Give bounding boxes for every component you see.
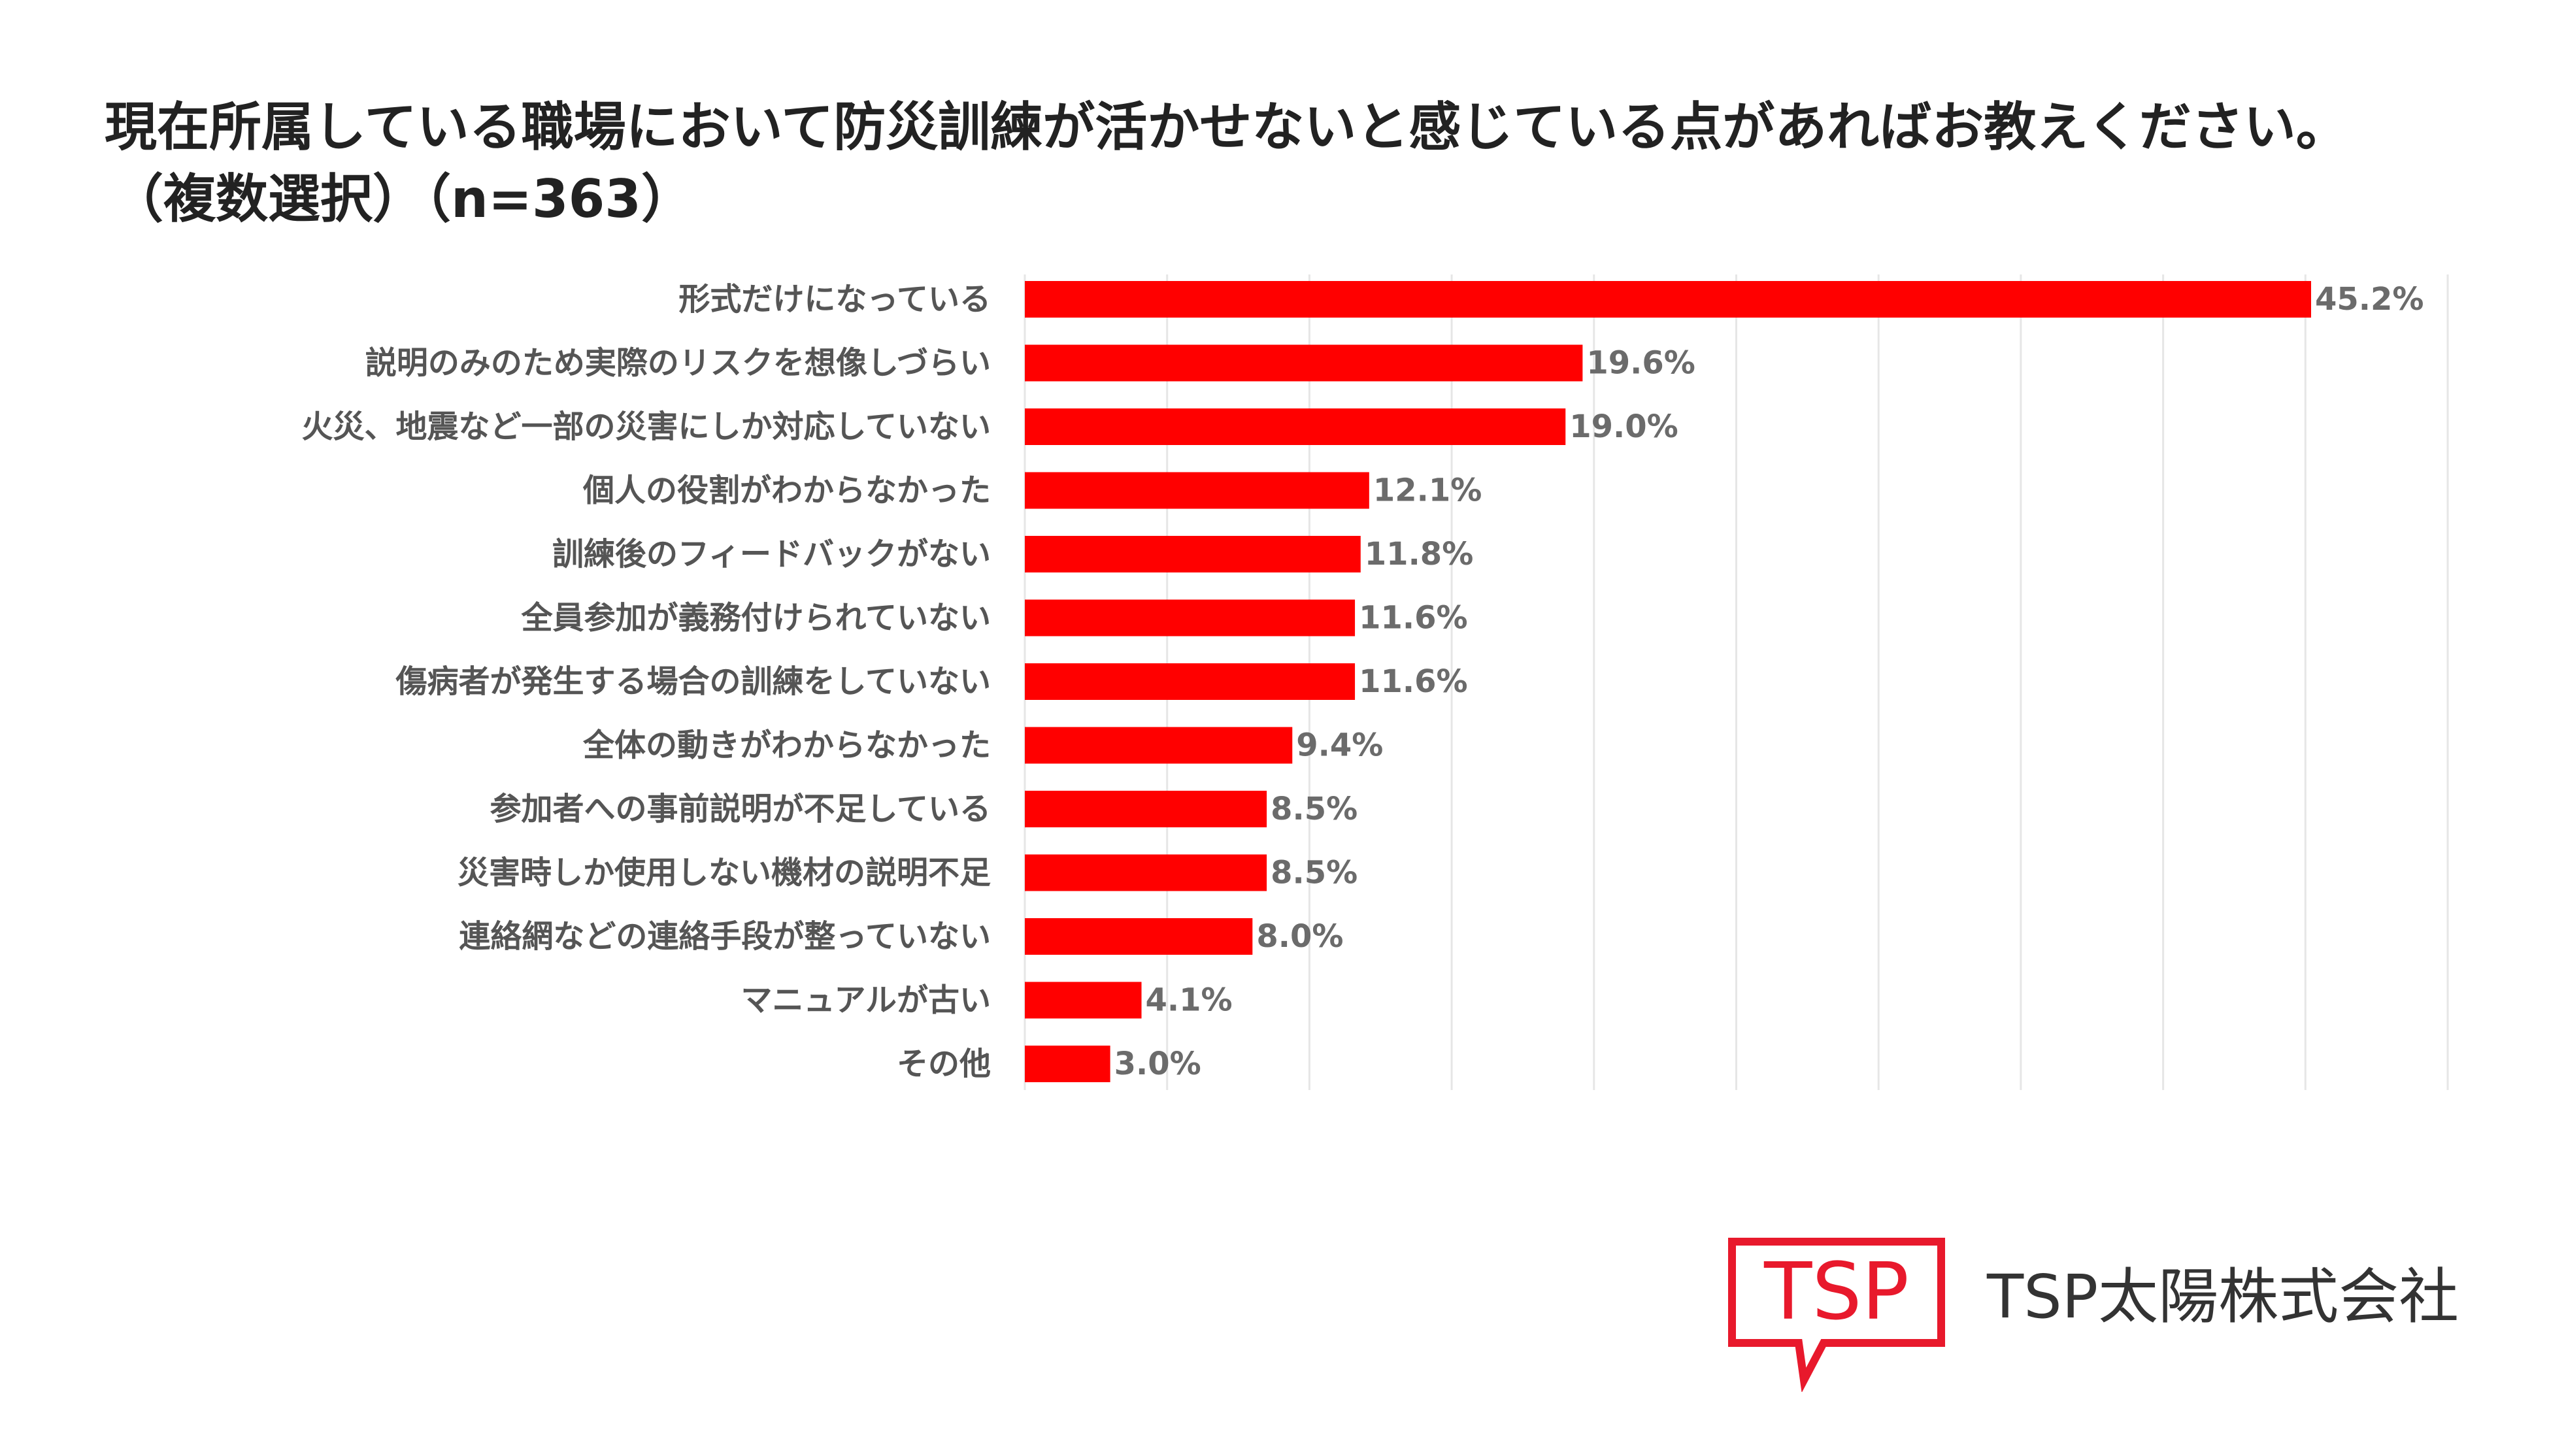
bar [1025, 408, 1566, 445]
company-name: TSP太陽株式会社 [1987, 1262, 2459, 1332]
bar [1025, 918, 1253, 955]
category-label: 連絡網などの連絡手段が整っていない [459, 918, 991, 955]
tsp-logo: TSP [1728, 1238, 1945, 1392]
bar [1025, 982, 1142, 1019]
category-label: 参加者への事前説明が不足している [490, 791, 991, 827]
category-label: 災害時しか使用しない機材の説明不足 [458, 855, 991, 891]
category-label: 個人の役割がわからなかった [582, 472, 991, 509]
bar [1025, 854, 1267, 891]
logo-text: TSP [1763, 1247, 1909, 1338]
value-label: 8.5% [1271, 791, 1358, 827]
value-label: 4.1% [1146, 982, 1233, 1019]
value-labels: 45.2% 19.6% 19.0% 12.1% 11.8% 11.6% 11.6% 9.4% 8… [1114, 281, 2424, 1082]
value-label: 8.5% [1271, 855, 1358, 891]
bar [1025, 663, 1356, 700]
category-label: 訓練後のフィードバックがない [552, 536, 991, 572]
category-label: 全体の動きがわからなかった [582, 727, 991, 764]
bar [1025, 472, 1369, 509]
bar [1025, 344, 1583, 382]
bar-chart: 形式だけになっている説明のみのため実際のリスクを想像しづらい火災、地震など一部の… [301, 274, 2449, 1090]
bar [1025, 599, 1356, 637]
chart-title: 現在所属している職場において防災訓練が活かせないと感じている点があればお教えくだ… [105, 97, 2348, 157]
gridlines [1024, 274, 2449, 1090]
bar [1025, 281, 2312, 318]
category-labels: 形式だけになっている説明のみのため実際のリスクを想像しづらい火災、地震など一部の… [301, 281, 991, 1082]
value-label: 19.0% [1569, 408, 1678, 445]
bar [1025, 536, 1361, 572]
category-label: 形式だけになっている [678, 281, 991, 318]
chart-subtitle: （複数選択）（n=363） [111, 169, 693, 229]
logo-speech-bubble-icon [1728, 1238, 1945, 1392]
value-label: 8.0% [1256, 918, 1343, 955]
category-label: マニュアルが古い [741, 982, 991, 1019]
category-label: その他 [897, 1046, 991, 1082]
bar [1025, 791, 1267, 827]
category-label: 全員参加が義務付けられていない [520, 600, 991, 637]
value-label: 11.6% [1359, 600, 1468, 637]
value-label: 45.2% [2315, 281, 2424, 318]
value-label: 11.6% [1359, 663, 1468, 700]
bars [1025, 281, 2312, 1082]
value-label: 3.0% [1114, 1046, 1201, 1082]
value-label: 19.6% [1586, 345, 1695, 382]
bar [1025, 1046, 1110, 1082]
value-label: 11.8% [1365, 536, 1474, 572]
bar [1025, 727, 1293, 764]
value-label: 9.4% [1296, 727, 1383, 764]
chart-title-block: 現在所属している職場において防災訓練が活かせないと感じている点があればお教えくだ… [105, 91, 2523, 235]
value-label: 12.1% [1373, 472, 1482, 509]
category-label: 説明のみのため実際のリスクを想像しづらい [365, 345, 991, 382]
category-label: 傷病者が発生する場合の訓練をしていない [395, 663, 991, 700]
category-label: 火災、地震など一部の災害にしか対応していない [301, 408, 991, 445]
